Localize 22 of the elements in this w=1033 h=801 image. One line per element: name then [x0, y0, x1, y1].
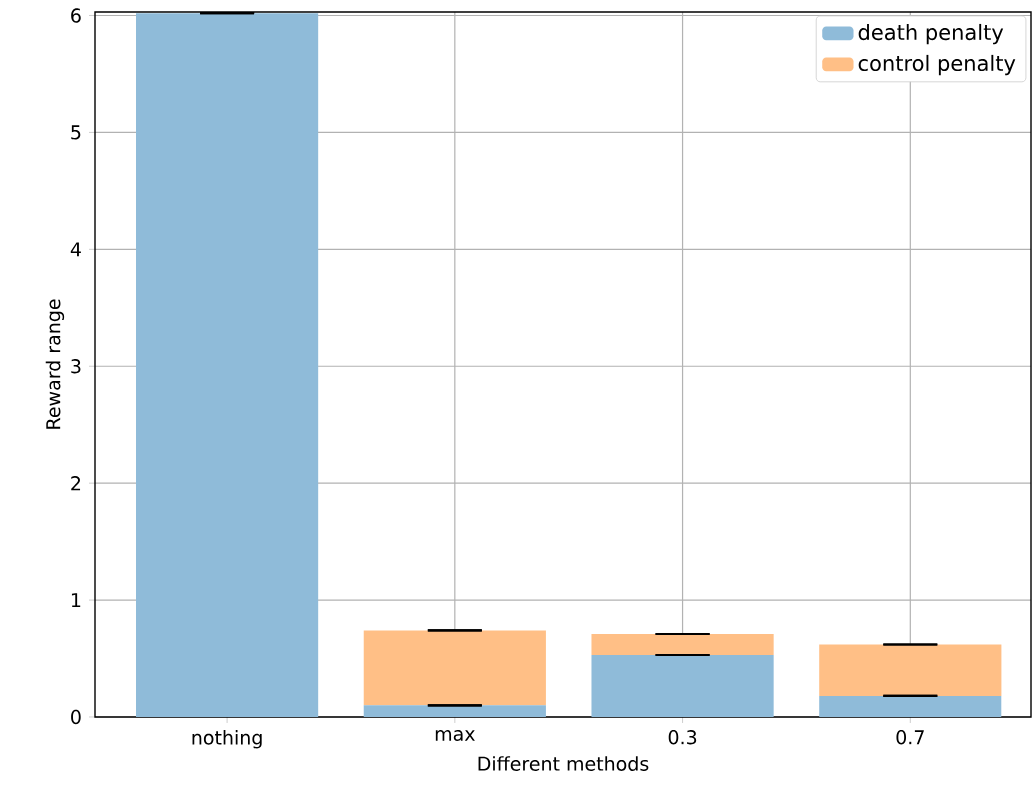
x-tick-label: nothing [192, 730, 262, 749]
x-tick-label: 0.3 [668, 730, 697, 745]
legend-label: death penalty [858, 23, 1004, 45]
x-axis-title: Different methods [478, 756, 649, 771]
legend-label: control penalty [858, 54, 1016, 76]
x-tick-label: 0.7 [896, 730, 924, 745]
bar [819, 644, 1002, 696]
bar [591, 633, 774, 656]
x-tick-label: max [435, 730, 475, 741]
y-tick-label: 5 [71, 125, 81, 140]
bar [819, 695, 1002, 717]
y-axis-title: Reward range [45, 299, 65, 429]
y-tick-label: 1 [71, 593, 81, 607]
bar [136, 13, 319, 717]
bar [363, 705, 546, 717]
bar [363, 630, 546, 706]
bar [591, 655, 774, 717]
y-tick-label: 0 [71, 709, 81, 725]
y-tick-label: 3 [71, 359, 81, 374]
y-tick-label: 4 [70, 242, 81, 257]
y-tick-label: 2 [71, 476, 81, 491]
y-tick-label: 6 [71, 8, 81, 23]
